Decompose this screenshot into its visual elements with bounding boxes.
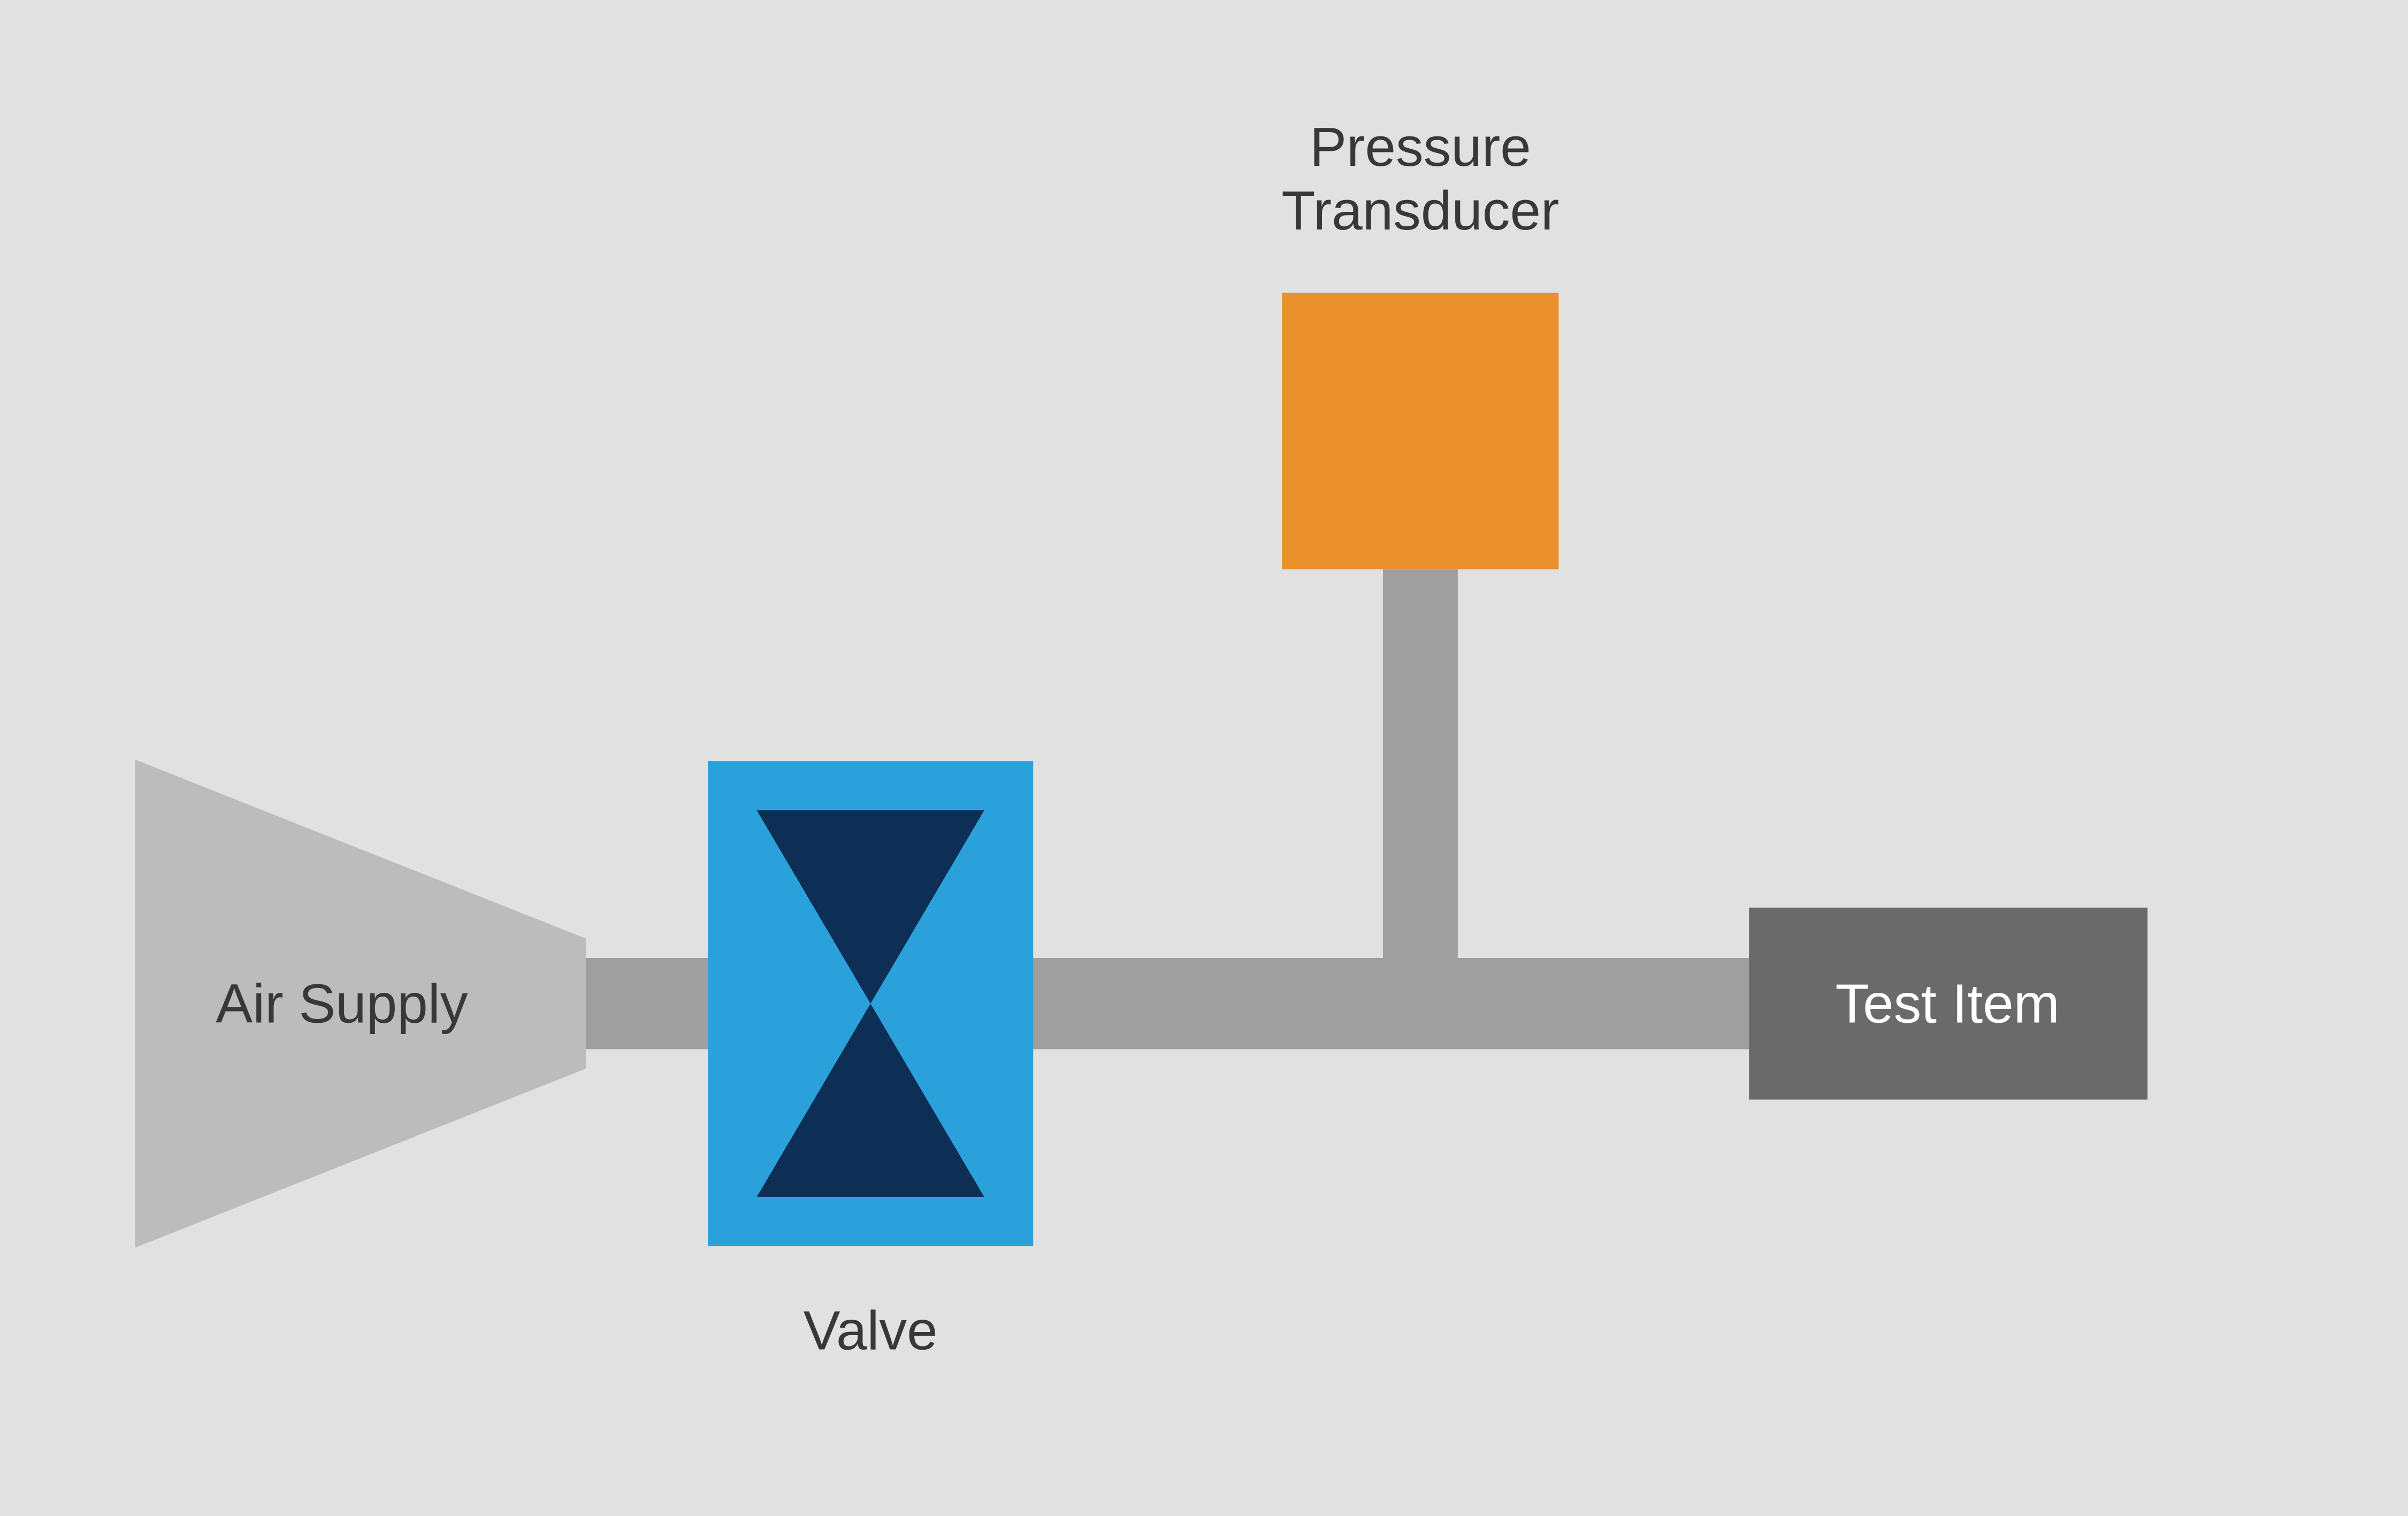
pressure-transducer-label: Pressure Transducer — [1281, 116, 1559, 243]
diagram-canvas: Air Supply Valve Pressure Transducer Tes… — [0, 0, 2408, 1516]
diagram-svg — [0, 0, 2408, 1516]
pressure-transducer-shape — [1282, 293, 1558, 569]
air-supply-label: Air Supply — [216, 972, 468, 1036]
transducer-stem — [1363, 569, 1477, 1004]
valve-label: Valve — [804, 1299, 938, 1362]
test-item-label: Test Item — [1835, 972, 2059, 1036]
